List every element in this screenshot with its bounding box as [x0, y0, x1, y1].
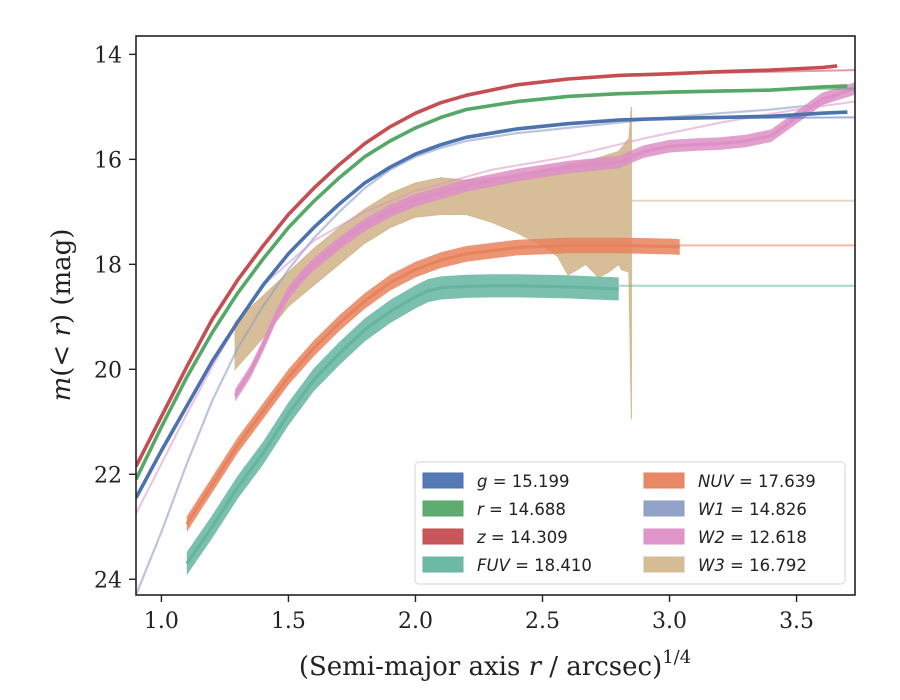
- legend-label: z = 14.309: [476, 528, 568, 547]
- legend-label: NUV = 17.639: [698, 472, 816, 491]
- legend-item-g: g = 15.199: [422, 472, 570, 491]
- legend-label: r = 14.688: [477, 500, 566, 519]
- x-tick-label: 2.0: [398, 609, 433, 634]
- legend-swatch: [422, 556, 464, 573]
- legend-item-fuv: FUV = 18.410: [422, 556, 592, 575]
- series-w3-band: [234, 106, 632, 420]
- series-nuv-line: [185, 243, 680, 525]
- series-z: [136, 64, 855, 468]
- y-tick-label: 14: [94, 43, 122, 68]
- y-tick-label: 24: [94, 568, 122, 593]
- series-g: [136, 110, 855, 499]
- legend-item-w1: W1 = 14.826: [643, 500, 807, 519]
- legend-item-w3: W3 = 16.792: [643, 556, 807, 575]
- legend-swatch: [643, 500, 685, 517]
- legend: g = 15.199 r = 14.688 z = 14.309 FUV = 18.4…: [414, 461, 846, 585]
- series-w1: [136, 84, 855, 595]
- series-w2-extension: [136, 100, 855, 515]
- x-tick-label: 1.0: [144, 609, 179, 634]
- plot-frame: [135, 35, 856, 596]
- series-r: [136, 84, 855, 481]
- series-r-line: [136, 84, 848, 481]
- y-axis-label: m(< r) (mag): [47, 229, 77, 402]
- series-layer: [136, 64, 855, 595]
- legend-swatch: [643, 528, 685, 545]
- legend-swatch: [422, 500, 464, 517]
- y-tick-label: 20: [94, 358, 122, 383]
- x-tick-label: 3.5: [779, 609, 814, 634]
- ticks-layer: 1.0 1.5 2.0 2.5 3.0 3.5 14 16 18 20 22 24: [94, 43, 814, 634]
- series-g-line: [136, 110, 848, 499]
- series-w1-line: [136, 84, 855, 595]
- legend-item-w2: W2 = 12.618: [643, 528, 807, 547]
- legend-item-nuv: NUV = 17.639: [643, 472, 816, 491]
- legend-swatch: [422, 528, 464, 545]
- legend-swatch: [643, 472, 685, 489]
- x-tick-label: 1.5: [271, 609, 306, 634]
- series-w3: [234, 106, 855, 420]
- legend-swatch: [422, 472, 464, 489]
- legend-label: g = 15.199: [477, 472, 570, 491]
- series-w2-line: [233, 87, 855, 397]
- legend-item-z: z = 14.309: [422, 528, 568, 547]
- x-tick-label: 3.0: [652, 609, 687, 634]
- series-nuv-band: [186, 237, 680, 532]
- legend-label: W1 = 14.826: [698, 500, 807, 519]
- y-tick-label: 16: [94, 148, 122, 173]
- y-tick-label: 22: [94, 463, 122, 488]
- legend-swatch: [643, 556, 685, 573]
- legend-label: W2 = 12.618: [698, 528, 807, 547]
- legend-box: [414, 461, 846, 585]
- x-tick-label: 2.5: [525, 609, 560, 634]
- legend-label: FUV = 18.410: [477, 556, 592, 575]
- series-nuv: [185, 237, 855, 532]
- legend-item-r: r = 14.688: [422, 500, 566, 519]
- legend-label: W3 = 16.792: [698, 556, 807, 575]
- x-axis-label: (Semi-major axis r / arcsec)1/4: [299, 647, 691, 682]
- series-z-line: [136, 64, 838, 468]
- series-fuv: [185, 274, 855, 576]
- series-fuv-line: [185, 284, 619, 565]
- y-tick-label: 18: [94, 253, 122, 278]
